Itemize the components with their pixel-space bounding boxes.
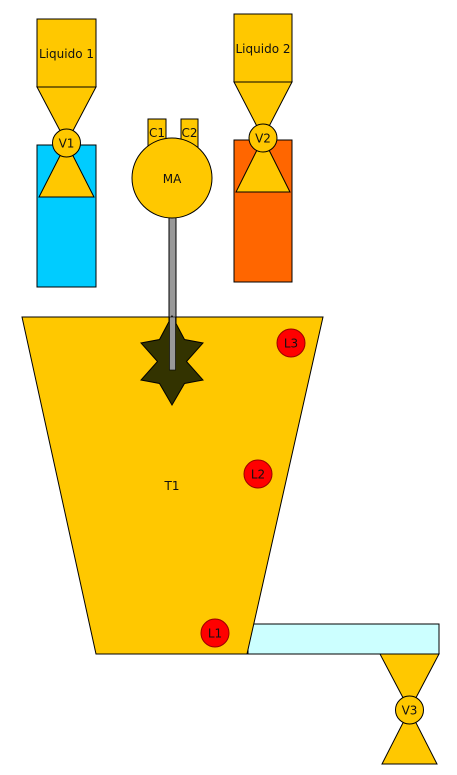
valve-v3-top-cone [379,653,440,712]
valve-v3-assembly: V3 [379,653,440,765]
valve-v2-top-cone [233,81,293,140]
valve-v1-top-cone [36,86,97,145]
valve-v3-bottom-cone [381,708,438,765]
main-tank-t1 [21,316,324,655]
valve-v1-bottom-cone [38,141,95,198]
liquid-1-hopper [36,18,97,88]
level-sensor-l1-label: L1 [208,627,222,641]
mixer-contact-c1-label: C1 [149,126,165,140]
main-tank-label: T1 [164,479,180,493]
level-sensor-l2[interactable] [243,459,273,489]
level-sensor-l3-group: L3 [276,328,306,358]
level-sensor-l1-group: L1 [200,618,230,648]
valve-v3-label: V3 [402,704,418,718]
liquid-1-label: Liquido 1 [39,47,94,61]
mixer-shaft-lower [169,316,176,371]
valve-v1-label: V1 [59,137,75,151]
mixer-motor-label: MA [163,172,182,186]
level-sensor-l1[interactable] [200,618,230,648]
mixer-contact-c2-label: C2 [181,126,197,140]
level-sensor-l3-label: L3 [284,337,298,351]
outlet-pipe [247,623,440,655]
level-sensor-l3[interactable] [276,328,306,358]
valve-v2-bottom-cone [235,136,291,193]
liquid-2-label: Liquido 2 [236,42,291,56]
mixer-assembly: C1 C2 MA [131,118,213,406]
liquid-2-assembly: Liquido 2 V2 [233,13,293,283]
level-sensor-l2-group: L2 [243,459,273,489]
level-sensor-l2-label: L2 [251,468,265,482]
liquid-2-hopper [233,13,293,83]
valve-v1[interactable] [52,128,81,158]
liquid-1-assembly: Liquido 1 V1 [36,18,97,288]
valve-v2-label: V2 [255,132,271,146]
valve-v3[interactable] [395,695,424,725]
valve-v2[interactable] [248,123,278,153]
mixer-motor-ma[interactable] [131,137,213,219]
